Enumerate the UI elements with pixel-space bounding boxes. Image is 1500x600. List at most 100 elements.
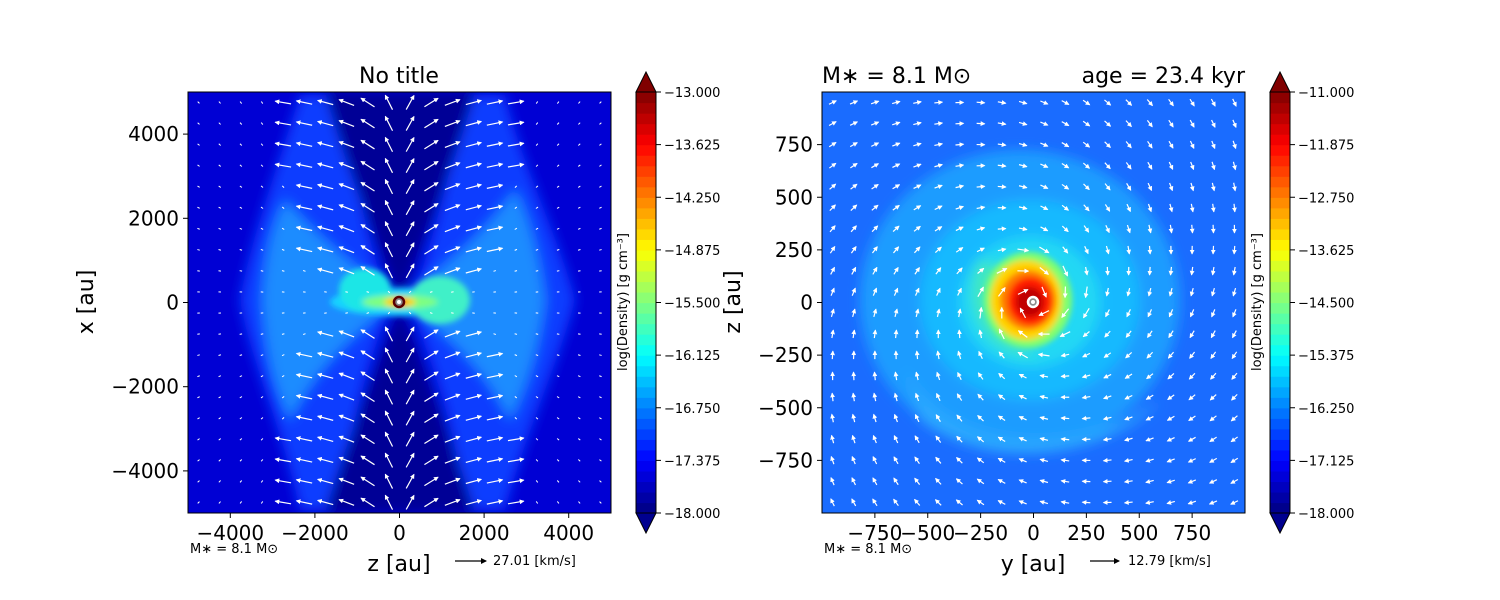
left-velocity-arrow <box>295 120 313 126</box>
right-velocity-arrow <box>1039 500 1049 505</box>
left-colorbar-band <box>636 481 656 493</box>
left-velocity-arrow <box>535 333 539 335</box>
left-velocity-arrow <box>260 501 264 504</box>
left-velocity-arrow <box>338 498 355 506</box>
left-velocity-arrow <box>239 438 243 441</box>
right-velocity-arrow <box>1145 437 1154 442</box>
left-velocity-arrow <box>274 478 292 484</box>
right-velocity-arrow <box>955 478 963 485</box>
right-velocity-arrow <box>851 266 857 275</box>
left-velocity-arrow <box>599 480 602 483</box>
right-colorbar-band <box>1270 449 1290 461</box>
left-velocity-arrow <box>599 143 602 146</box>
right-velocity-arrow <box>850 183 858 190</box>
left-velocity-arrow <box>260 227 264 230</box>
right-velocity-arrow <box>976 184 986 190</box>
left-velocity-arrow <box>281 206 285 209</box>
left-velocity-arrow <box>444 119 461 127</box>
left-velocity-arrow <box>260 164 264 167</box>
right-velocity-arrow <box>1104 99 1112 106</box>
right-velocity-arrow <box>914 329 920 339</box>
left-velocity-arrow <box>360 118 375 129</box>
left-velocity-arrow <box>239 249 243 251</box>
right-velocity-arrow <box>998 372 1006 380</box>
right-velocity-arrow <box>1168 203 1174 213</box>
right-velocity-arrow <box>1124 394 1133 400</box>
right-velocity-arrow <box>957 287 962 296</box>
left-velocity-arrow <box>486 499 504 505</box>
left-velocity-arrow <box>424 497 439 508</box>
right-colorbar-band <box>1270 228 1290 240</box>
left-velocity-arrow <box>239 396 243 399</box>
right-velocity-arrow <box>1039 437 1049 442</box>
left-velocity-arrow <box>514 270 518 272</box>
left-velocity-arrow <box>338 98 355 106</box>
right-x-tick-label: 500 <box>1120 521 1158 545</box>
left-velocity-arrow <box>197 354 200 356</box>
right-colorbar-band <box>1270 386 1290 398</box>
left-colorbar-band <box>636 239 656 251</box>
left-colorbar-band <box>636 207 656 219</box>
right-colorbar-band <box>1270 113 1290 125</box>
left-colorbar-tick-label: −18.000 <box>664 507 720 522</box>
right-velocity-arrow <box>1105 224 1110 234</box>
left-velocity-arrow <box>387 290 391 294</box>
right-velocity-arrow <box>1145 415 1154 421</box>
right-velocity-arrow <box>1104 183 1111 191</box>
left-velocity-arrow <box>316 330 334 337</box>
right-velocity-arrow <box>977 267 985 274</box>
left-velocity-arrow <box>465 372 483 379</box>
right-velocity-arrow <box>1146 373 1154 380</box>
left-colorbar-extend-min <box>635 512 657 535</box>
left-velocity-arrow <box>239 143 243 146</box>
right-colorbar-band <box>1270 365 1290 377</box>
right-colorbar-band <box>1270 123 1290 135</box>
right-velocity-arrow <box>1189 266 1195 276</box>
left-velocity-arrow <box>424 476 439 487</box>
left-velocity-arrow <box>535 185 539 188</box>
left-velocity-arrow <box>599 185 602 188</box>
right-velocity-arrow <box>1189 330 1195 339</box>
left-velocity-arrow <box>360 97 375 108</box>
left-velocity-arrow <box>197 249 200 251</box>
left-x-tick-label: −4000 <box>196 521 264 545</box>
left-velocity-arrow <box>338 372 355 380</box>
right-velocity-arrow <box>1210 182 1216 192</box>
left-velocity-arrow <box>360 160 375 171</box>
right-velocity-arrow <box>1232 266 1237 276</box>
right-colorbar-band <box>1270 165 1290 177</box>
right-velocity-arrow <box>955 205 965 211</box>
left-velocity-arrow <box>360 371 375 381</box>
left-velocity-arrow <box>577 438 581 441</box>
left-velocity-arrow <box>260 375 264 378</box>
right-y-tick-label: 500 <box>775 185 813 209</box>
right-velocity-arrow <box>1189 119 1195 128</box>
right-velocity-arrow <box>892 100 901 105</box>
right-velocity-arrow <box>1123 500 1133 505</box>
left-velocity-arrow <box>295 499 313 505</box>
right-velocity-arrow <box>1146 120 1153 128</box>
right-velocity-arrow <box>914 392 920 402</box>
left-velocity-arrow <box>281 270 285 272</box>
right-velocity-arrow <box>849 100 859 105</box>
right-velocity-arrow <box>893 477 899 486</box>
left-velocity-arrow <box>556 101 560 104</box>
left-velocity-arrow <box>451 312 454 314</box>
right-velocity-arrow <box>1039 479 1049 484</box>
right-velocity-arrow <box>872 456 878 465</box>
left-velocity-arrow <box>197 396 200 399</box>
right-density-field <box>822 92 1245 513</box>
left-velocity-arrow <box>218 354 222 356</box>
right-x-tick-label: −250 <box>953 521 1008 545</box>
left-velocity-arrow <box>514 396 518 399</box>
left-velocity-arrow <box>316 414 334 421</box>
right-velocity-arrow <box>956 267 963 275</box>
right-velocity-arrow <box>998 328 1005 340</box>
left-velocity-arrow <box>444 351 461 359</box>
right-velocity-arrow <box>870 121 880 126</box>
right-velocity-arrow <box>893 266 899 275</box>
right-velocity-arrow <box>1231 393 1238 401</box>
right-colorbar-tick-label: −11.875 <box>1298 139 1354 154</box>
left-velocity-arrow <box>599 354 602 356</box>
right-velocity-arrow <box>851 329 857 339</box>
